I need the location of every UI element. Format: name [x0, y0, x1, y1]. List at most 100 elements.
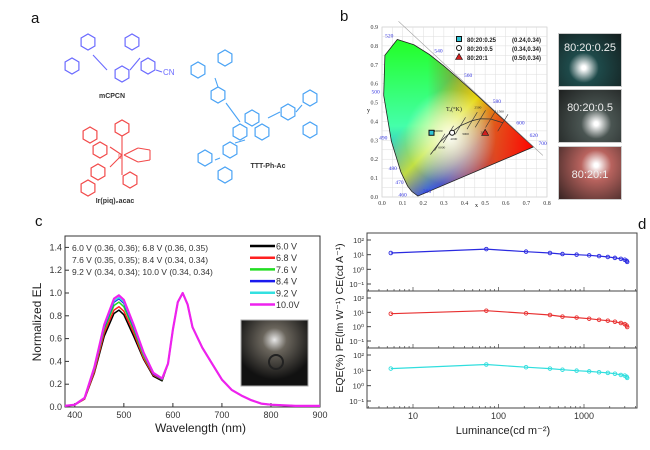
- temperature-label: 4000: [450, 137, 457, 141]
- isotemperature-line: [485, 110, 497, 128]
- legend-label: 6.0 V: [276, 242, 297, 252]
- data-point: [574, 368, 579, 373]
- x-tick-label: 0.3: [440, 201, 448, 207]
- isotemperature-line: [466, 112, 478, 130]
- bond: [129, 57, 141, 71]
- efficiency-line-ce: [390, 248, 628, 263]
- device-photo: 80:20:1: [558, 146, 622, 200]
- irpiq-ring: [114, 119, 130, 137]
- data-point: [484, 246, 489, 252]
- legend-label: 80:20:0.25: [467, 38, 497, 44]
- y-tick-label: 10⁰: [353, 265, 364, 274]
- isotemperature-line: [434, 133, 446, 151]
- data-point: [574, 315, 579, 320]
- y-tick-label: 0.3: [371, 138, 379, 144]
- y-tick-label: 1.4: [49, 242, 62, 252]
- logo-mark: [268, 354, 284, 370]
- wavelength-label: 540: [434, 49, 443, 55]
- panel-label-a: a: [31, 10, 40, 27]
- boundary-line: [398, 21, 544, 156]
- molecule-label-ttt-ph-ac: TTT-Ph-Ac: [251, 163, 286, 170]
- molecular-structures: CN mCPCN Ir Ir(piq)₂acac TTT-Ph-Ac: [64, 33, 318, 205]
- bond: [123, 147, 139, 156]
- bond: [92, 54, 108, 71]
- data-point: [574, 252, 579, 257]
- y-tick-label: 0.4: [371, 119, 379, 125]
- y-tick-label: 0.6: [49, 334, 62, 344]
- device-photo: 80:20:0.5: [558, 89, 622, 143]
- y-tick-label: 0.8: [371, 44, 379, 50]
- cie-annotation: 9.2 V (0.34, 0.34); 10.0 V (0.34, 0.34): [72, 267, 213, 277]
- legend-marker-square: [456, 36, 462, 42]
- y-tick-label: 0.0: [49, 402, 62, 412]
- legend-label: 80:20:1: [467, 56, 488, 62]
- wavelength-label: 470: [395, 180, 404, 186]
- data-point: [612, 255, 618, 261]
- y-axis-label: EQE(%) PE(lm W⁻¹) CE(cd A⁻¹): [334, 243, 346, 392]
- y-tick-label: 0.6: [371, 82, 379, 88]
- wavelength-label: 600: [516, 121, 525, 127]
- data-point: [560, 314, 565, 319]
- data-point: [484, 362, 489, 367]
- x-tick-label: 0.4: [461, 201, 469, 207]
- y-tick-label: 10⁰: [353, 323, 364, 332]
- x-tick-label: 700: [214, 410, 229, 420]
- data-point: [586, 369, 592, 374]
- data-point: [596, 317, 602, 323]
- temperature-label: 1500: [497, 109, 504, 113]
- x-tick-label: 100: [491, 411, 506, 421]
- bond: [214, 77, 219, 88]
- irpiq-ring: [122, 171, 138, 189]
- spectral-locus: [383, 39, 535, 197]
- data-point: [547, 366, 553, 371]
- bond: [295, 104, 303, 113]
- x-axis-label: Luminance(cd m⁻²): [456, 425, 550, 437]
- y-tick-label: 10²: [353, 236, 364, 245]
- x-tick-label: 0.2: [420, 201, 428, 207]
- y-tick-label: 0.5: [371, 101, 379, 107]
- molecule-label-irpiq: Ir(piq)₂acac: [96, 198, 135, 205]
- cie-point-circle: [449, 129, 456, 136]
- y-tick-label: 0.9: [371, 25, 379, 31]
- legend-coord: (0.50,0.34): [512, 56, 541, 62]
- data-point: [560, 251, 565, 257]
- data-point: [484, 308, 489, 313]
- y-tick-label: 10⁻¹: [349, 397, 364, 406]
- x-tick-label: 1000: [574, 411, 594, 421]
- spectrum-line: [64, 291, 320, 407]
- y-tick-label: 0.0: [371, 195, 379, 201]
- cie-point-square: [428, 129, 435, 136]
- efficiency-line-pe: [390, 310, 628, 328]
- temperature-label: 10000: [434, 129, 443, 133]
- y-tick-label: 1.2: [49, 265, 62, 275]
- legend-coord: (0.34,0.34): [512, 47, 541, 53]
- y-tick-label: 10¹: [353, 366, 364, 375]
- legend-label: 80:20:0.5: [467, 47, 493, 53]
- isotemperature-line: [474, 110, 486, 128]
- bond: [214, 157, 221, 161]
- x-axis-label: x: [475, 203, 478, 209]
- temperature-label: 2500: [474, 105, 481, 109]
- wavelength-label: 380: [423, 189, 432, 195]
- efficiency-line-eqe: [390, 363, 628, 379]
- ttt-ring: [190, 61, 206, 79]
- y-tick-label: 10²: [353, 294, 364, 303]
- isotemperature-line: [442, 125, 454, 143]
- bond: [123, 154, 139, 163]
- planckian-label: Tₑ(°K): [446, 106, 462, 113]
- iridium-label: Ir: [118, 154, 123, 161]
- data-point: [605, 318, 611, 323]
- legend-coord: (0.24,0.34): [512, 38, 541, 44]
- data-point: [586, 316, 592, 321]
- isotemperature-line: [497, 114, 509, 132]
- photo-label: 80:20:1: [571, 169, 609, 181]
- subplot-frame: [366, 232, 638, 292]
- x-tick-label: 900: [312, 410, 327, 420]
- ttt-ring: [232, 123, 248, 141]
- data-point: [596, 253, 602, 259]
- wavelength-label: 620: [530, 133, 539, 139]
- irpiq-ring: [80, 179, 96, 197]
- bond: [155, 69, 163, 73]
- y-tick-label: 10²: [353, 351, 364, 360]
